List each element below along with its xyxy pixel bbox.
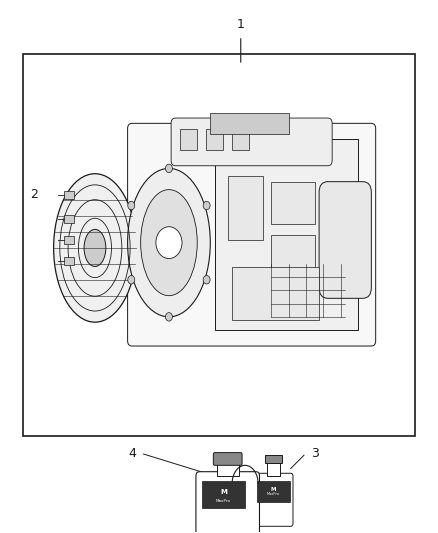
Ellipse shape — [53, 174, 136, 322]
Text: MaxPro: MaxPro — [216, 499, 231, 503]
FancyBboxPatch shape — [196, 472, 259, 533]
Text: M: M — [271, 487, 276, 492]
Bar — [210, 113, 289, 134]
Text: 1: 1 — [237, 18, 245, 30]
Circle shape — [128, 276, 135, 284]
Bar — [64, 236, 74, 244]
Circle shape — [166, 313, 173, 321]
FancyBboxPatch shape — [171, 118, 332, 166]
Text: 4: 4 — [128, 447, 136, 459]
Text: M: M — [220, 489, 227, 495]
Bar — [265, 455, 282, 463]
Circle shape — [128, 201, 135, 210]
Ellipse shape — [141, 190, 197, 296]
Bar — [232, 266, 319, 319]
Bar — [64, 215, 74, 223]
Bar — [267, 463, 280, 476]
Circle shape — [203, 276, 210, 284]
Bar — [257, 481, 290, 503]
Bar — [64, 257, 74, 265]
Circle shape — [203, 201, 210, 210]
FancyBboxPatch shape — [254, 473, 293, 526]
Circle shape — [156, 227, 182, 259]
Bar — [64, 191, 74, 199]
Ellipse shape — [84, 229, 106, 266]
Bar — [217, 463, 239, 476]
Bar — [206, 128, 223, 150]
Bar — [232, 128, 250, 150]
Ellipse shape — [127, 168, 210, 317]
Text: 3: 3 — [311, 447, 319, 459]
Bar — [23, 54, 415, 436]
FancyBboxPatch shape — [319, 182, 371, 298]
Circle shape — [166, 164, 173, 173]
Bar — [228, 176, 262, 240]
Text: 2: 2 — [30, 189, 38, 201]
FancyBboxPatch shape — [127, 123, 376, 346]
Bar — [215, 139, 358, 330]
Bar — [180, 128, 197, 150]
Text: MaxPro: MaxPro — [267, 492, 280, 497]
Bar — [271, 182, 315, 224]
FancyBboxPatch shape — [213, 453, 242, 465]
Bar — [271, 235, 315, 277]
Bar — [201, 481, 245, 508]
